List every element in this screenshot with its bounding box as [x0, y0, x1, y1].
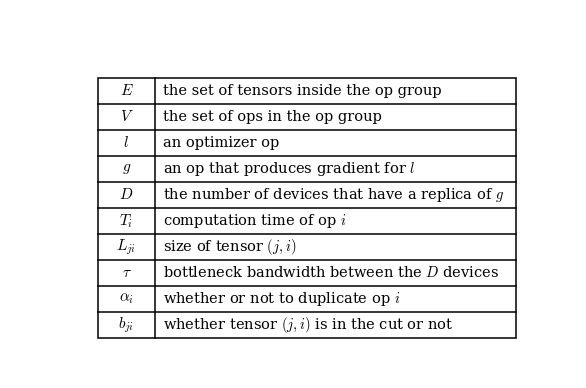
Text: $E$: $E$ [120, 83, 133, 99]
Text: $\alpha_i$: $\alpha_i$ [119, 291, 134, 306]
Bar [98, 78, 516, 338]
Text: whether tensor $(j, i)$ is in the cut or not: whether tensor $(j, i)$ is in the cut or… [163, 315, 453, 335]
Text: $V$: $V$ [120, 109, 133, 125]
Text: bottleneck bandwidth between the $D$ devices: bottleneck bandwidth between the $D$ dev… [163, 265, 499, 281]
Text: size of tensor $(j, i)$: size of tensor $(j, i)$ [163, 237, 297, 257]
Text: the number of devices that have a replica of $g$: the number of devices that have a replic… [163, 186, 504, 204]
Text: $T_i$: $T_i$ [120, 212, 134, 230]
Text: $b_{ji}$: $b_{ji}$ [118, 315, 135, 334]
Text: computation time of op $i$: computation time of op $i$ [163, 212, 346, 230]
Text: $g$: $g$ [122, 162, 131, 176]
Text: the set of tensors inside the op group: the set of tensors inside the op group [163, 84, 441, 98]
Text: $D$: $D$ [120, 187, 134, 203]
Text: an op that produces gradient for $l$: an op that produces gradient for $l$ [163, 160, 415, 178]
Text: the set of ops in the op group: the set of ops in the op group [163, 110, 381, 124]
Text: $\tau$: $\tau$ [121, 266, 131, 280]
Text: $L_{ji}$: $L_{ji}$ [117, 237, 137, 256]
Text: an optimizer op: an optimizer op [163, 136, 279, 150]
Text: $l$: $l$ [124, 135, 130, 151]
Text: whether or not to duplicate op $i$: whether or not to duplicate op $i$ [163, 290, 400, 308]
